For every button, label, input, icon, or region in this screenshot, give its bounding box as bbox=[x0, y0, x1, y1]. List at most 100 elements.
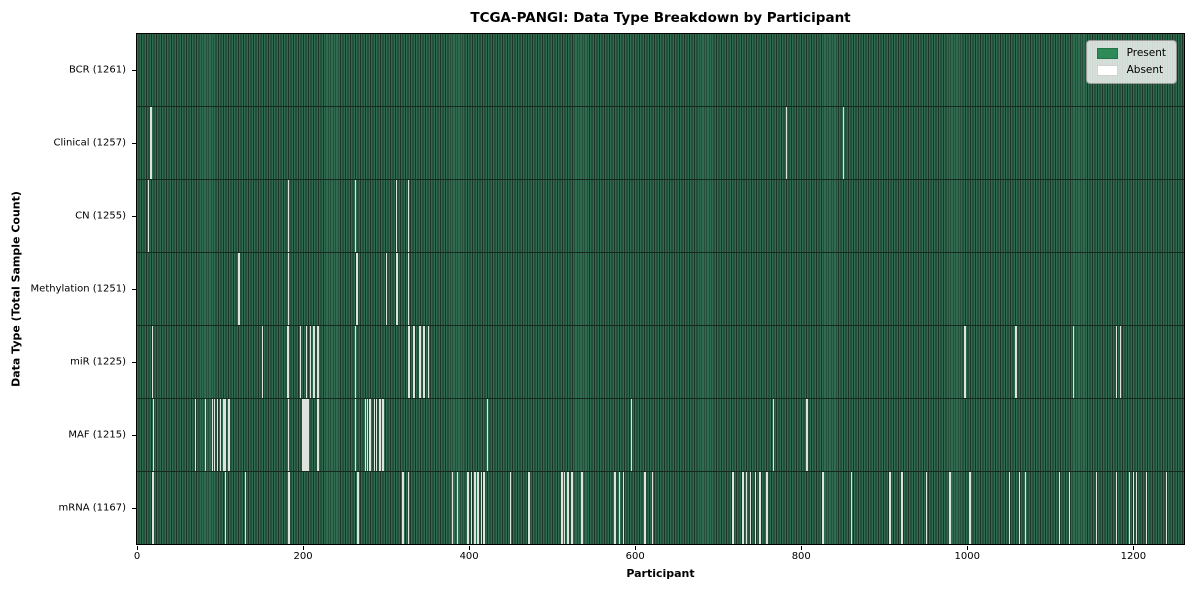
absent-stripe bbox=[222, 399, 226, 471]
heatmap-row-mrna bbox=[137, 471, 1184, 544]
absent-stripe bbox=[151, 472, 154, 544]
heatmap-row-methylation bbox=[137, 252, 1184, 325]
absent-stripe bbox=[376, 399, 378, 471]
absent-stripe bbox=[889, 472, 891, 544]
absent-stripe bbox=[225, 472, 226, 544]
absent-stripe bbox=[1008, 472, 1011, 544]
y-tick-label: Clinical (1257) bbox=[53, 137, 127, 149]
x-tick-label: 200 bbox=[293, 551, 313, 562]
legend-item-present: Present bbox=[1096, 48, 1166, 59]
heatmap-row-cn bbox=[137, 179, 1184, 252]
absent-stripe bbox=[407, 180, 410, 252]
x-tick-mark bbox=[303, 546, 305, 550]
x-tick-mark bbox=[967, 546, 969, 550]
absent-stripe bbox=[470, 472, 473, 544]
absent-stripe bbox=[152, 399, 154, 471]
x-tick-mark bbox=[635, 546, 637, 550]
absent-stripe bbox=[299, 326, 302, 398]
absent-stripe bbox=[373, 399, 376, 471]
absent-stripe bbox=[287, 326, 289, 398]
chart-title: TCGA-PANGI: Data Type Breakdown by Parti… bbox=[470, 10, 851, 26]
x-tick-mark bbox=[137, 546, 138, 550]
y-tick-label: CN (1255) bbox=[75, 210, 126, 222]
absent-stripe bbox=[302, 399, 309, 471]
y-tick-label: mRNA (1167) bbox=[58, 502, 126, 514]
absent-stripe bbox=[474, 472, 476, 544]
absent-stripe bbox=[561, 472, 563, 544]
absent-stripe bbox=[305, 326, 308, 398]
absent-stripe bbox=[427, 326, 430, 398]
absent-stripe bbox=[758, 472, 761, 544]
absent-stripe bbox=[366, 399, 368, 471]
absent-stripe bbox=[842, 107, 844, 179]
absent-stripe bbox=[528, 472, 530, 544]
present-swatch bbox=[1096, 48, 1118, 59]
absent-stripe bbox=[786, 107, 788, 179]
absent-stripe bbox=[509, 472, 512, 544]
x-tick-label: 800 bbox=[791, 551, 811, 562]
absent-stripe bbox=[369, 399, 372, 471]
y-tick-label: BCR (1261) bbox=[68, 64, 126, 76]
absent-stripe bbox=[356, 253, 358, 325]
absent-stripe bbox=[407, 253, 410, 325]
y-tick-label: MAF (1215) bbox=[68, 429, 126, 441]
heatmap-rows bbox=[137, 34, 1184, 544]
absent-stripe bbox=[480, 472, 483, 544]
absent-stripe bbox=[313, 326, 315, 398]
heatmap-row-mir bbox=[137, 325, 1184, 398]
absent-swatch bbox=[1096, 65, 1118, 76]
absent-stripe bbox=[1129, 472, 1131, 544]
absent-stripe bbox=[742, 472, 744, 544]
absent-stripe bbox=[1058, 472, 1061, 544]
absent-stripe bbox=[396, 253, 398, 325]
y-tick-mark bbox=[132, 216, 136, 218]
y-tick-mark bbox=[132, 361, 136, 363]
y-tick-label: miR (1225) bbox=[70, 356, 126, 368]
legend: Present Absent bbox=[1085, 40, 1177, 84]
absent-stripe bbox=[228, 399, 230, 471]
plot-area: Present Absent bbox=[136, 33, 1185, 545]
absent-stripe bbox=[364, 399, 367, 471]
y-tick-mark bbox=[132, 289, 136, 290]
absent-stripe bbox=[386, 253, 388, 325]
absent-stripe bbox=[379, 399, 382, 471]
absent-stripe bbox=[355, 180, 357, 252]
absent-stripe bbox=[244, 472, 246, 544]
absent-stripe bbox=[1018, 472, 1021, 544]
absent-stripe bbox=[1165, 472, 1167, 544]
absent-stripe bbox=[407, 472, 410, 544]
absent-stripe bbox=[851, 472, 853, 544]
y-axis-tick-labels: BCR (1261) Clinical (1257) CN (1255) Methyl… bbox=[0, 33, 136, 545]
absent-stripe bbox=[354, 399, 356, 471]
absent-stripe bbox=[486, 399, 489, 471]
absent-stripe bbox=[949, 472, 951, 544]
absent-stripe bbox=[456, 472, 459, 544]
x-tick-mark bbox=[469, 546, 471, 550]
absent-stripe bbox=[357, 472, 359, 544]
x-tick-label: 1200 bbox=[1120, 551, 1147, 562]
heatmap-row-bcr bbox=[137, 34, 1184, 106]
absent-stripe bbox=[413, 326, 416, 398]
absent-stripe bbox=[1072, 326, 1075, 398]
absent-stripe bbox=[968, 472, 971, 544]
absent-stripe bbox=[211, 399, 214, 471]
absent-stripe bbox=[567, 472, 569, 544]
absent-stripe bbox=[467, 472, 470, 544]
absent-stripe bbox=[1115, 326, 1117, 398]
absent-stripe bbox=[1145, 472, 1147, 544]
absent-stripe bbox=[288, 253, 290, 325]
x-tick-label: 400 bbox=[459, 551, 479, 562]
absent-stripe bbox=[288, 472, 290, 544]
y-tick-mark bbox=[132, 507, 136, 509]
absent-stripe bbox=[766, 472, 769, 544]
absent-stripe bbox=[309, 326, 312, 398]
absent-stripe bbox=[477, 472, 480, 544]
absent-stripe bbox=[1135, 472, 1137, 544]
absent-stripe bbox=[354, 326, 357, 398]
absent-stripe bbox=[644, 472, 646, 544]
absent-stripe bbox=[571, 472, 573, 544]
x-tick-label: 0 bbox=[133, 551, 141, 562]
absent-stripe bbox=[1120, 326, 1122, 398]
absent-stripe bbox=[423, 326, 426, 398]
y-tick-label: Methylation (1251) bbox=[30, 283, 126, 295]
